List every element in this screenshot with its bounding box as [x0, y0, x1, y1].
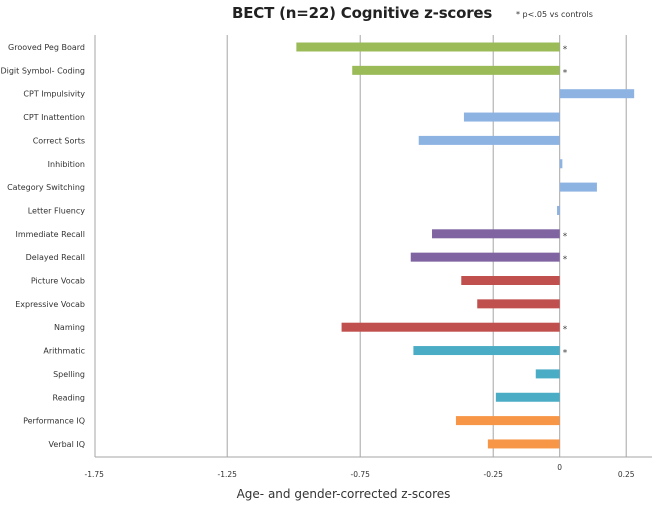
significance-star: *: [563, 232, 568, 242]
x-axis-label: Age- and gender-corrected z-scores: [236, 487, 451, 501]
significance-star: *: [563, 68, 568, 78]
category-label: Correct Sorts: [33, 136, 85, 145]
bar: [477, 299, 560, 309]
x-tick-label: -0.75: [350, 470, 370, 479]
gridlines: [226, 35, 627, 457]
x-tick-label: 0.25: [618, 470, 635, 479]
category-label: Delayed Recall: [26, 253, 85, 262]
category-label: Spelling: [53, 370, 85, 379]
bar: [418, 135, 560, 145]
bar: [461, 276, 560, 285]
bar: [413, 346, 560, 356]
bar: [559, 159, 563, 169]
category-label: Immediate Recall: [15, 230, 85, 239]
axes: [94, 35, 652, 458]
x-tick-label: 0: [557, 463, 562, 472]
category-label: CPT Inattention: [23, 113, 85, 122]
category-label: Reading: [53, 393, 85, 402]
category-label: Inhibition: [48, 160, 85, 169]
tick-labels: -1.75 -1.25 -0.75 -0.25 0 0.25: [84, 463, 634, 479]
category-label: Category Switching: [7, 183, 85, 192]
category-labels: Grooved Peg Board Digit Symbol- Coding CPT…: [0, 43, 85, 449]
category-label: Naming: [54, 323, 85, 332]
chart-title: BECT (n=22) Cognitive z-scores: [232, 4, 493, 22]
category-label: Grooved Peg Board: [8, 43, 85, 52]
category-label: Expressive Vocab: [15, 300, 85, 309]
bar: [455, 416, 560, 426]
bars: [296, 42, 635, 449]
significance-star: *: [563, 349, 568, 359]
x-tick-label: -1.25: [217, 470, 237, 479]
bar: [535, 369, 560, 379]
category-label: Picture Vocab: [31, 277, 85, 286]
significance-star: *: [563, 255, 568, 265]
category-label: Letter Fluency: [28, 206, 86, 215]
category-label: Performance IQ: [23, 417, 85, 426]
bar: [463, 112, 560, 122]
category-label: Arithmatic: [43, 347, 85, 356]
bar: [352, 65, 560, 75]
bar: [487, 439, 560, 449]
bar: [557, 205, 560, 215]
bar: [495, 392, 560, 402]
x-tick-label: -1.75: [84, 470, 104, 479]
bar: [410, 252, 560, 262]
bar: [341, 322, 560, 332]
bar: [559, 182, 597, 192]
bar: [296, 42, 560, 52]
bar: [432, 229, 560, 239]
bar: [559, 89, 635, 99]
x-tick-label: -0.25: [483, 470, 503, 479]
significance-stars: * * * * * *: [563, 45, 568, 359]
significance-note: * p<.05 vs controls: [516, 10, 593, 19]
category-label: CPT Impulsivity: [23, 90, 85, 99]
significance-star: *: [563, 325, 568, 335]
category-label: Verbal IQ: [49, 440, 85, 449]
significance-star: *: [563, 45, 568, 55]
category-label: Digit Symbol- Coding: [0, 66, 85, 75]
